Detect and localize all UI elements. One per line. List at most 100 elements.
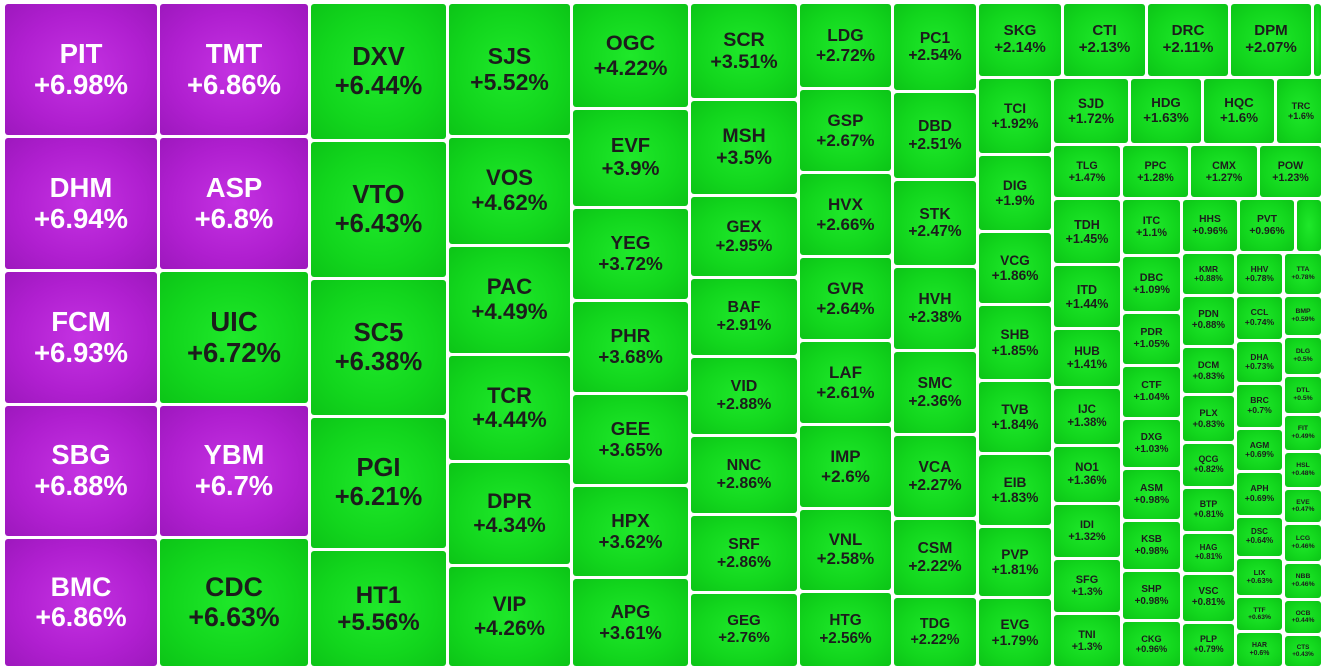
tile-ppc[interactable]: PPC +1.28%	[1123, 146, 1188, 197]
tile-dig[interactable]: DIG +1.9%	[979, 156, 1051, 230]
tile-tni[interactable]: TNI +1.3%	[1054, 615, 1120, 666]
tile-nnc[interactable]: NNC +2.86%	[691, 437, 797, 513]
tile-cts[interactable]: CTS +0.43%	[1285, 636, 1321, 666]
tile-pit[interactable]: PIT +6.98%	[5, 4, 157, 135]
tile-shb[interactable]: SHB +1.85%	[979, 306, 1051, 379]
tile-hvh[interactable]: HVH +2.38%	[894, 268, 976, 349]
tile-phr[interactable]: PHR +3.68%	[573, 302, 688, 392]
tile-gsp[interactable]: GSP +2.67%	[800, 90, 891, 171]
tile-ijc[interactable]: IJC +1.38%	[1054, 389, 1120, 444]
tile-yeg[interactable]: YEG +3.72%	[573, 209, 688, 299]
tile-dhm[interactable]: DHM +6.94%	[5, 138, 157, 269]
tile-aph[interactable]: APH +0.69%	[1237, 473, 1282, 515]
tile-hsl[interactable]: HSL +0.48%	[1285, 453, 1321, 487]
tile-tlg[interactable]: TLG +1.47%	[1054, 146, 1120, 197]
tile-pc1[interactable]: PC1 +2.54%	[894, 4, 976, 90]
tile-cdc[interactable]: CDC +6.63%	[160, 539, 308, 666]
tile-evf[interactable]: EVF +3.9%	[573, 110, 688, 206]
tile-ldg[interactable]: LDG +2.72%	[800, 4, 891, 87]
tile-geg[interactable]: GEG +2.76%	[691, 594, 797, 666]
tile-htg[interactable]: HTG +2.56%	[800, 593, 891, 666]
tile-lcg[interactable]: LCG +0.46%	[1285, 525, 1321, 561]
tile-tci[interactable]: TCI +1.92%	[979, 79, 1051, 153]
tile-sjd[interactable]: SJD +1.72%	[1054, 79, 1128, 143]
tile-pvt[interactable]: PVT +0.96%	[1240, 200, 1294, 251]
tile-tdg[interactable]: TDG +2.22%	[894, 598, 976, 666]
tile-kmr[interactable]: KMR +0.88%	[1183, 254, 1234, 294]
tile-vnl[interactable]: VNL +2.58%	[800, 510, 891, 590]
tile-hhv[interactable]: HHV +0.78%	[1237, 254, 1282, 294]
tile-ht1[interactable]: HT1 +5.56%	[311, 551, 446, 666]
tile-brc[interactable]: BRC +0.7%	[1237, 385, 1282, 427]
tile-hag[interactable]: HAG +0.81%	[1183, 534, 1234, 572]
tile-bmc[interactable]: BMC +6.86%	[5, 539, 157, 666]
tile-dcm[interactable]: DCM +0.83%	[1183, 348, 1234, 393]
tile-ogc[interactable]: OGC +4.22%	[573, 4, 688, 107]
tile-fit[interactable]: FIT +0.49%	[1285, 416, 1321, 450]
tile-skg[interactable]: SKG +2.14%	[979, 4, 1061, 76]
tile-hqc[interactable]: HQC +1.6%	[1204, 79, 1274, 143]
tile-plx[interactable]: PLX +0.83%	[1183, 396, 1234, 441]
tile-msh[interactable]: MSH +3.5%	[691, 101, 797, 194]
tile-itc[interactable]: ITC +1.1%	[1123, 200, 1180, 254]
tile-dpm[interactable]: DPM +2.07%	[1231, 4, 1311, 76]
tile-vto[interactable]: VTO +6.43%	[311, 142, 446, 277]
tile-hdg[interactable]: HDG +1.63%	[1131, 79, 1201, 143]
tile-asp[interactable]: ASP +6.8%	[160, 138, 308, 269]
tile-cmx[interactable]: CMX +1.27%	[1191, 146, 1257, 197]
tile-agm[interactable]: AGM +0.69%	[1237, 430, 1282, 470]
tile-shp[interactable]: SHP +0.98%	[1123, 572, 1180, 619]
tile-hub[interactable]: HUB +1.41%	[1054, 330, 1120, 386]
tile-har[interactable]: HAR +0.6%	[1237, 633, 1282, 666]
tile-pow[interactable]: POW +1.23%	[1260, 146, 1321, 197]
tile-vcg[interactable]: VCG +1.86%	[979, 233, 1051, 303]
tile-fcm[interactable]: FCM +6.93%	[5, 272, 157, 403]
tile-cti[interactable]: CTI +2.13%	[1064, 4, 1145, 76]
tile-stk[interactable]: STK +2.47%	[894, 181, 976, 265]
tile-pgi[interactable]: PGI +6.21%	[311, 418, 446, 548]
tile-ckg[interactable]: CKG +0.96%	[1123, 622, 1180, 666]
tile-btp[interactable]: BTP +0.81%	[1183, 489, 1234, 531]
tile-srf[interactable]: SRF +2.86%	[691, 516, 797, 591]
tile-dxv[interactable]: DXV +6.44%	[311, 4, 446, 139]
tile-no1[interactable]: NO1 +1.36%	[1054, 447, 1120, 502]
tile-ttf[interactable]: TTF +0.63%	[1237, 598, 1282, 630]
tile-ctf[interactable]: CTF +1.04%	[1123, 367, 1180, 417]
tile-trc[interactable]: TRC +1.6%	[1277, 79, 1321, 143]
tile-qcg[interactable]: QCG +0.82%	[1183, 444, 1234, 486]
tile-vos[interactable]: VOS +4.62%	[449, 138, 570, 244]
tile-pvp[interactable]: PVP +1.81%	[979, 528, 1051, 596]
tile-gee[interactable]: GEE +3.65%	[573, 395, 688, 484]
tile-cutoff[interactable]	[1297, 200, 1321, 251]
tile-baf[interactable]: BAF +2.91%	[691, 279, 797, 355]
tile-tmt[interactable]: TMT +6.86%	[160, 4, 308, 135]
tile-gvr[interactable]: GVR +2.64%	[800, 258, 891, 339]
tile-eib[interactable]: EIB +1.83%	[979, 455, 1051, 525]
tile-gex[interactable]: GEX +2.95%	[691, 197, 797, 276]
tile-ybm[interactable]: YBM +6.7%	[160, 406, 308, 536]
tile-drc[interactable]: DRC +2.11%	[1148, 4, 1228, 76]
tile-tta[interactable]: TTA +0.78%	[1285, 254, 1321, 294]
tile-idi[interactable]: IDI +1.32%	[1054, 505, 1120, 557]
tile-asm[interactable]: ASM +0.98%	[1123, 470, 1180, 519]
tile-itd[interactable]: ITD +1.44%	[1054, 266, 1120, 327]
tile-lix[interactable]: LIX +0.63%	[1237, 559, 1282, 595]
tile-bmp[interactable]: BMP +0.59%	[1285, 297, 1321, 335]
tile-csm[interactable]: CSM +2.22%	[894, 520, 976, 595]
tile-hhs[interactable]: HHS +0.96%	[1183, 200, 1237, 251]
tile-smc[interactable]: SMC +2.36%	[894, 352, 976, 433]
tile-eve[interactable]: EVE +0.47%	[1285, 490, 1321, 522]
tile-plp[interactable]: PLP +0.79%	[1183, 624, 1234, 666]
tile-dpr[interactable]: DPR +4.34%	[449, 463, 570, 564]
tile-vid[interactable]: VID +2.88%	[691, 358, 797, 434]
tile-uic[interactable]: UIC +6.72%	[160, 272, 308, 403]
tile-hvx[interactable]: HVX +2.66%	[800, 174, 891, 255]
tile-scr[interactable]: SCR +3.51%	[691, 4, 797, 98]
tile-dbc[interactable]: DBC +1.09%	[1123, 257, 1180, 311]
tile-pdr[interactable]: PDR +1.05%	[1123, 314, 1180, 364]
tile-dlg[interactable]: DLG +0.5%	[1285, 338, 1321, 374]
tile-pac[interactable]: PAC +4.49%	[449, 247, 570, 353]
tile-dxg[interactable]: DXG +1.03%	[1123, 420, 1180, 467]
tile-ocb[interactable]: OCB +0.44%	[1285, 601, 1321, 633]
tile-dbd[interactable]: DBD +2.51%	[894, 93, 976, 178]
